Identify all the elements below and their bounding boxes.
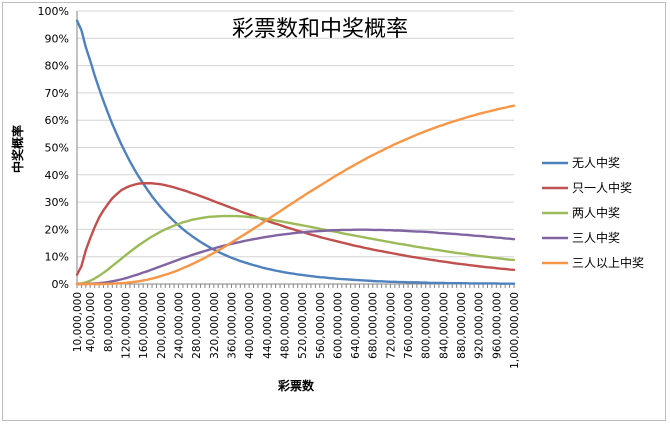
x-tick-label: 920,000,000 <box>474 292 486 359</box>
y-tick-label: 90% <box>45 32 69 45</box>
series-line-4 <box>75 228 516 286</box>
y-tick-label: 100% <box>38 5 69 18</box>
y-tick-label: 60% <box>45 114 69 127</box>
y-axis-label: 中奖概率 <box>10 125 25 173</box>
x-tick-label: 360,000,000 <box>226 292 238 359</box>
y-tick-label: 20% <box>45 223 69 236</box>
x-tick-label: 840,000,000 <box>438 292 450 359</box>
x-tick-label: 480,000,000 <box>279 292 291 359</box>
x-tick-label: 80,000,000 <box>103 292 115 352</box>
series-line-5 <box>75 104 516 286</box>
x-tick-label: 880,000,000 <box>456 292 468 359</box>
y-tick-label: 0% <box>52 278 69 291</box>
series-line-1 <box>75 19 516 285</box>
legend-label: 无人中奖 <box>572 155 620 170</box>
legend-label: 三人中奖 <box>572 230 620 245</box>
y-tick-label: 40% <box>45 169 69 182</box>
x-tick-label: 1,000,000,000 <box>509 292 521 369</box>
x-tick-label: 120,000,000 <box>121 292 133 359</box>
x-tick-label: 960,000,000 <box>491 292 503 359</box>
y-tick-label: 80% <box>45 60 69 73</box>
x-tick-label: 40,000,000 <box>85 292 97 352</box>
y-tick-label: 70% <box>45 87 69 100</box>
x-tick-label: 200,000,000 <box>156 292 168 359</box>
x-tick-label: 520,000,000 <box>297 292 309 359</box>
chart-frame <box>2 2 666 421</box>
x-tick-label: 720,000,000 <box>385 292 397 359</box>
x-tick-label: 560,000,000 <box>315 292 327 359</box>
x-tick-label: 760,000,000 <box>403 292 415 359</box>
y-tick-label: 50% <box>45 142 69 155</box>
x-tick-label: 280,000,000 <box>191 292 203 359</box>
x-tick-label: 600,000,000 <box>332 292 344 359</box>
legend-label: 两人中奖 <box>572 205 620 220</box>
legend-label: 只一人中奖 <box>572 180 632 195</box>
x-tick-label: 10,000,000 <box>72 292 84 352</box>
x-tick-label: 160,000,000 <box>138 292 150 359</box>
x-tick-label: 800,000,000 <box>421 292 433 359</box>
x-tick-label: 400,000,000 <box>244 292 256 359</box>
y-tick-label: 10% <box>45 251 69 264</box>
y-tick-label: 30% <box>45 196 69 209</box>
x-tick-label: 320,000,000 <box>209 292 221 359</box>
chart-title: 彩票数和中奖概率 <box>232 17 408 42</box>
x-tick-label: 680,000,000 <box>368 292 380 359</box>
x-tick-label: 640,000,000 <box>350 292 362 359</box>
x-axis-label: 彩票数 <box>277 378 315 393</box>
legend-label: 三人以上中奖 <box>572 255 644 270</box>
x-tick-label: 240,000,000 <box>174 292 186 359</box>
x-tick-label: 440,000,000 <box>262 292 274 359</box>
series-line-3 <box>75 214 516 285</box>
series-line-2 <box>75 182 516 276</box>
